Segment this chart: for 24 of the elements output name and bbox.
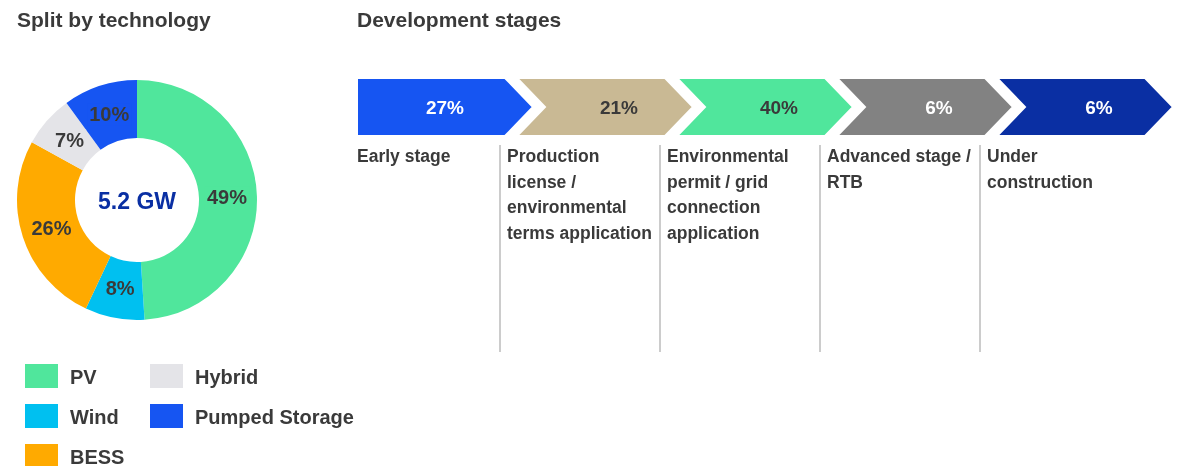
category-label: Advanced stage / RTB: [827, 146, 972, 192]
data-label: 7%: [55, 129, 85, 152]
category-label: Environmental permit / grid connection application: [667, 146, 789, 243]
text: Development stages: [357, 8, 562, 31]
data-label: 6%: [1085, 97, 1113, 118]
legend-label: Wind: [70, 406, 119, 428]
data-label: 10%: [89, 103, 130, 126]
data-label: 8%: [105, 277, 135, 300]
legend-label: BESS: [70, 446, 125, 466]
category-label: Early stage: [357, 146, 451, 166]
legend-label: Hybrid: [195, 366, 259, 388]
data-label: 6%: [925, 97, 953, 118]
legend-label: Pumped Storage: [195, 406, 354, 428]
legend-label: PV: [70, 366, 98, 388]
chart-title: Split by technology: [17, 8, 211, 31]
donut-slice: [137, 80, 257, 320]
category-label: Production license / environmental terms application: [507, 146, 652, 243]
data-label: 49%: [206, 186, 248, 209]
data-label: 21%: [599, 97, 639, 118]
category-label: Under construction: [987, 146, 1093, 192]
data-label: 40%: [759, 97, 799, 118]
data-label: 26%: [31, 216, 72, 239]
data-label: 27%: [425, 97, 465, 118]
text: 5.2 GW: [98, 188, 177, 214]
